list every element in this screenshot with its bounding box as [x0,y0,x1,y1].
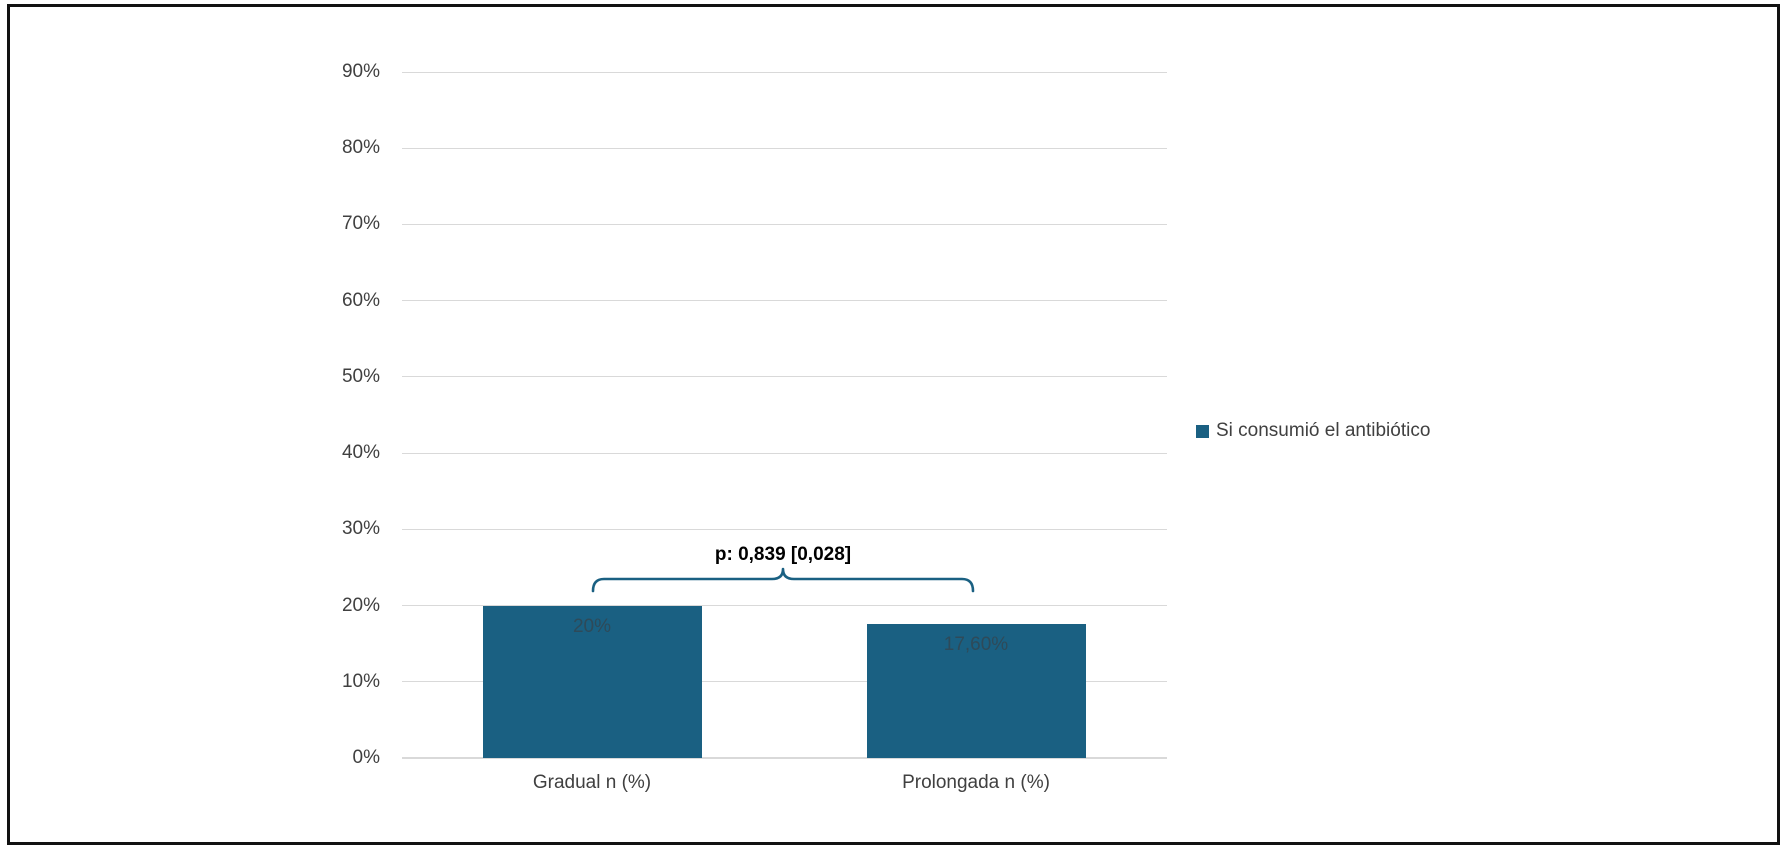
x-axis-category-label: Gradual n (%) [532,772,652,793]
gridline [402,528,1167,530]
gridline [402,605,1167,607]
gridline [402,757,1167,759]
gridline [402,71,1167,73]
legend-swatch-icon [1196,424,1209,438]
y-axis-tick-label: 50% [341,365,380,387]
y-axis-tick-label: 90% [341,61,380,82]
gridline [402,223,1167,225]
bar-prolongada-n [866,623,1086,758]
y-axis-tick-label: 80% [341,137,380,159]
chart-legend: Si consumió el antibiótico [1196,420,1430,442]
x-axis-category-label: Prolongada n (%) [902,772,1050,793]
y-axis-tick-label: 30% [341,518,380,540]
bar-value-label: 20% [572,615,612,637]
y-axis-tick-label: 40% [341,442,380,464]
p-value-annotation: p: 0,839 [0,028] [714,544,852,565]
legend-label: Si consumió el antibiótico [1216,420,1431,441]
gridline [402,376,1167,378]
gridline [402,681,1167,683]
y-axis-tick-label: 70% [341,213,380,235]
gridline [402,147,1167,149]
bar-gradual-n [482,605,702,758]
y-axis-tick-label: 0% [352,747,380,768]
significance-bracket [591,567,975,593]
y-axis-tick-label: 60% [341,289,380,311]
y-axis-tick-label: 20% [341,594,380,616]
y-axis-tick-label: 10% [341,670,380,692]
gridline [402,300,1167,302]
bracket-path [591,567,975,593]
bar-value-label: 17,60% [943,633,1009,655]
gridline [402,452,1167,454]
